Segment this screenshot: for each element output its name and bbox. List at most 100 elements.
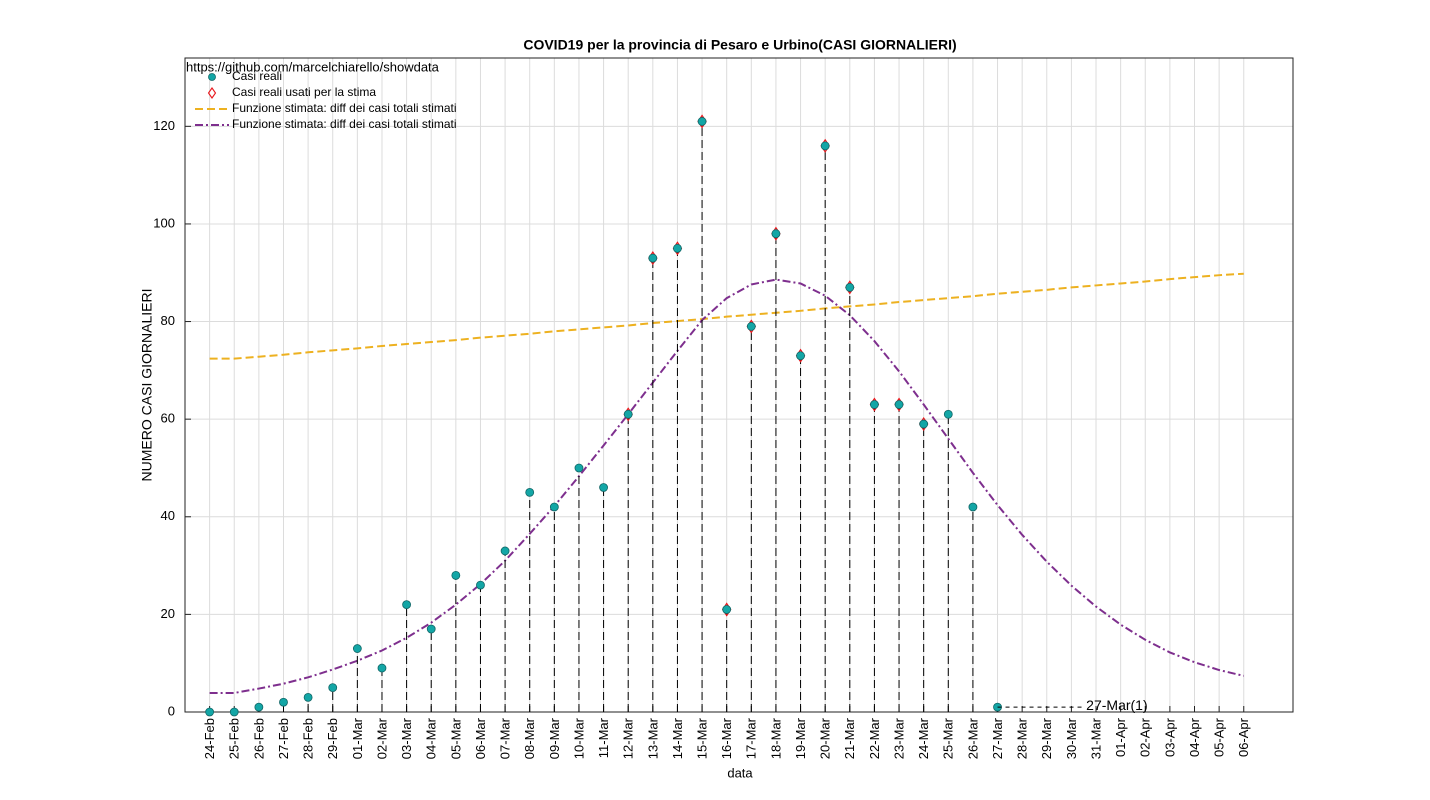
- x-tick-label: 13-Mar: [645, 717, 660, 759]
- data-point: [697, 117, 707, 126]
- x-tick-label: 26-Feb: [251, 718, 266, 759]
- x-tick-label: 30-Mar: [1064, 717, 1079, 759]
- legend-entry: Casi reali: [208, 69, 282, 83]
- data-point: [549, 502, 559, 512]
- data-point: [229, 707, 239, 717]
- x-tick-label: 01-Apr: [1113, 717, 1128, 757]
- y-tick-label: 0: [168, 703, 175, 718]
- x-tick-label: 12-Mar: [621, 717, 636, 759]
- source-url: https://github.com/marcelchiarello/showd…: [186, 59, 440, 74]
- legend-swatch: [208, 73, 216, 81]
- x-tick-label: 18-Mar: [768, 717, 783, 759]
- x-tick-label: 03-Mar: [399, 717, 414, 759]
- data-point: [402, 600, 412, 610]
- data-point: [845, 282, 855, 292]
- x-tick-label: 10-Mar: [571, 717, 586, 759]
- data-point: [870, 400, 879, 409]
- y-tick-label: 120: [153, 118, 175, 133]
- data-point: [352, 644, 362, 653]
- y-tick-label: 60: [161, 411, 175, 426]
- data-point: [919, 419, 929, 429]
- legend-label: Funzione stimata: diff dei casi totali s…: [232, 117, 457, 131]
- data-point: [303, 692, 313, 702]
- data-point: [500, 546, 510, 556]
- data-point: [476, 580, 485, 590]
- y-tick-label: 100: [153, 215, 175, 230]
- legend-entry: Funzione stimata: diff dei casi totali s…: [195, 101, 457, 115]
- x-tick-label: 29-Mar: [1039, 717, 1054, 759]
- x-tick-label: 09-Mar: [547, 717, 562, 759]
- x-axis-label: data: [727, 765, 753, 780]
- x-tick-label: 11-Mar: [596, 717, 611, 758]
- legend-label: Casi reali: [232, 69, 282, 83]
- data-point: [771, 229, 781, 239]
- x-tick-label: 27-Mar: [990, 717, 1005, 759]
- x-tick-label: 25-Feb: [227, 718, 242, 759]
- x-tick-label: 05-Mar: [448, 717, 463, 759]
- data-point: [796, 351, 805, 361]
- x-tick-label: 27-Feb: [276, 718, 291, 759]
- x-tick-label: 28-Feb: [301, 718, 316, 759]
- legend-entry: Casi reali usati per la stima: [207, 85, 376, 99]
- data-point: [328, 683, 338, 692]
- legend-label: Funzione stimata: diff dei casi totali s…: [232, 101, 457, 115]
- data-point: [673, 243, 682, 253]
- data-point: [894, 400, 904, 409]
- x-tick-label: 16-Mar: [719, 717, 734, 759]
- x-tick-label: 29-Feb: [325, 718, 340, 759]
- x-tick-label: 14-Mar: [670, 717, 685, 759]
- x-tick-label: 21-Mar: [842, 717, 857, 759]
- line-series: [209, 272, 1244, 360]
- legend-swatch: [207, 87, 217, 99]
- line-series: [209, 278, 1244, 694]
- data-point: [426, 624, 436, 634]
- data-point: [451, 570, 461, 580]
- x-tick-label: 20-Mar: [818, 717, 833, 759]
- x-tick-label: 01-Mar: [350, 717, 365, 759]
- x-tick-label: 03-Apr: [1162, 717, 1177, 757]
- data-point: [599, 483, 608, 492]
- data-point: [648, 253, 658, 263]
- x-tick-label: 17-Mar: [744, 717, 759, 759]
- annotation: 27-Mar(1): [1086, 697, 1147, 713]
- x-tick-label: 24-Feb: [202, 718, 217, 759]
- axes-box: [184, 57, 1294, 713]
- y-tick-label: 20: [161, 606, 175, 621]
- y-axis-label: NUMERO CASI GIORNALIERI: [139, 289, 155, 482]
- x-tick-label: 04-Mar: [424, 717, 439, 759]
- x-tick-label: 26-Mar: [965, 717, 980, 759]
- x-tick-label: 25-Mar: [941, 717, 956, 759]
- data-point: [205, 707, 215, 717]
- x-tick-label: 07-Mar: [498, 717, 513, 759]
- chart-title: COVID19 per la provincia di Pesaro e Urb…: [523, 37, 956, 53]
- x-tick-label: 02-Apr: [1138, 717, 1153, 757]
- data-point: [377, 663, 387, 673]
- x-tick-label: 04-Apr: [1187, 717, 1202, 757]
- x-tick-label: 05-Apr: [1212, 717, 1227, 757]
- data-point: [525, 487, 535, 497]
- legend-entry: Funzione stimata: diff dei casi totali s…: [195, 117, 457, 131]
- x-tick-label: 23-Mar: [891, 717, 906, 759]
- x-tick-label: 06-Mar: [473, 717, 488, 759]
- data-point: [746, 322, 756, 331]
- x-tick-label: 08-Mar: [522, 717, 537, 759]
- x-tick-label: 15-Mar: [695, 717, 710, 759]
- y-tick-label: 40: [161, 508, 175, 523]
- x-tick-label: 06-Apr: [1236, 717, 1251, 757]
- data-point: [968, 502, 978, 512]
- x-tick-label: 19-Mar: [793, 717, 808, 759]
- legend-label: Casi reali usati per la stima: [232, 85, 376, 99]
- y-tick-label: 80: [161, 313, 175, 328]
- plot-area: [185, 58, 1293, 712]
- data-point: [623, 409, 633, 419]
- x-tick-label: 22-Mar: [867, 717, 882, 759]
- data-point: [254, 702, 264, 712]
- x-tick-label: 02-Mar: [374, 717, 389, 759]
- x-tick-label: 28-Mar: [1015, 717, 1030, 759]
- data-point: [943, 409, 953, 419]
- data-point: [574, 463, 584, 473]
- x-tick-label: 24-Mar: [916, 717, 931, 759]
- x-tick-label: 31-Mar: [1088, 717, 1103, 759]
- data-point: [279, 697, 288, 707]
